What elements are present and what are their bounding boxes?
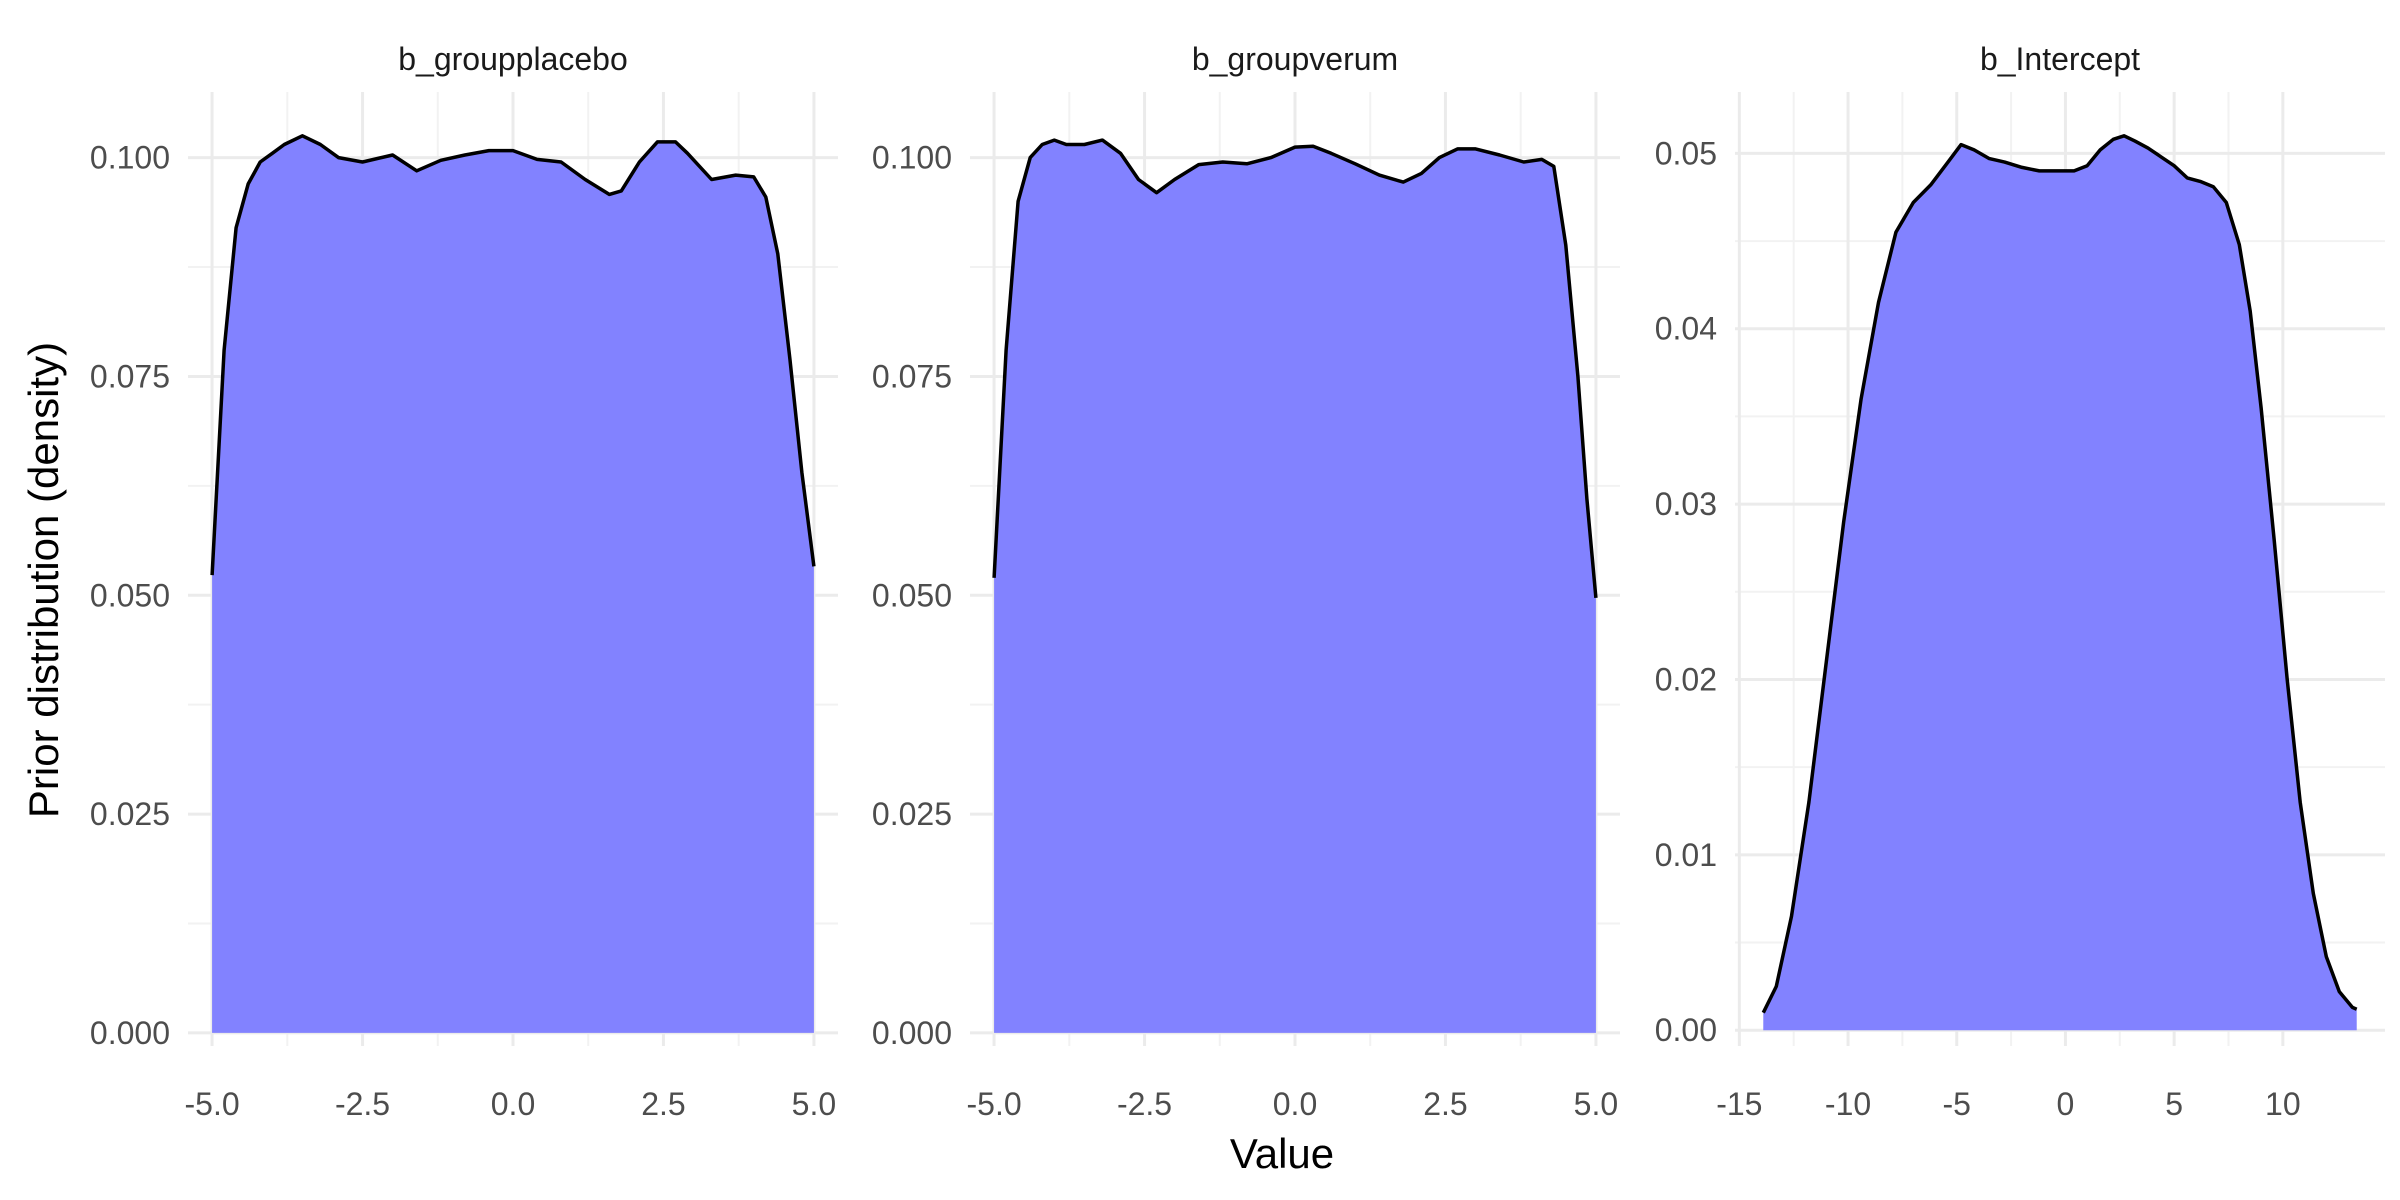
facet-title: b_groupverum [1192, 41, 1398, 77]
x-tick-label: -10 [1825, 1086, 1871, 1122]
x-tick-label: -5.0 [967, 1086, 1022, 1122]
facet-panel: b_groupverum -5.0 -2.5 0.0 2.5 5.0 0.000 0.025 0… [872, 41, 1620, 1122]
x-tick-label: -5 [1943, 1086, 1971, 1122]
y-tick-label: 0.000 [90, 1015, 170, 1051]
x-tick-label: -2.5 [335, 1086, 390, 1122]
density-line [992, 138, 1598, 599]
x-tick-label: 0.0 [1273, 1086, 1317, 1122]
x-tick-label: 5.0 [792, 1086, 836, 1122]
facet-title: b_groupplacebo [398, 41, 628, 77]
x-tick-label: 5.0 [1574, 1086, 1618, 1122]
facet-panel: b_Intercept -15 -10 -5 0 5 10 0.00 0.01 0.02 0.03 0… [1655, 41, 2385, 1122]
y-tick-label: 0.050 [90, 577, 170, 613]
x-tick-label: 0.0 [491, 1086, 535, 1122]
y-tick-label: 0.075 [90, 358, 170, 394]
x-tick-label: 0 [2057, 1086, 2075, 1122]
x-axis-title: Value [1230, 1130, 1334, 1177]
y-axis-title: Prior distribution (density) [20, 342, 67, 818]
x-tick-label: 10 [2265, 1086, 2301, 1122]
y-tick-label: 0.05 [1655, 135, 1717, 171]
x-tick-label: 2.5 [641, 1086, 685, 1122]
y-tick-label: 0.04 [1655, 311, 1717, 347]
y-tick-label: 0.03 [1655, 486, 1717, 522]
facet-panels: b_groupplacebo-5.0 -2.5 0.0 2.5 5.00.0000.02… [90, 41, 2385, 1122]
facet-panel: b_groupplacebo -5.0 -2.5 0.0 2.5 5.0 0.000 0.02… [90, 41, 838, 1122]
density-area [1763, 135, 2357, 1031]
y-tick-label: 0.050 [872, 577, 952, 613]
density-area [212, 135, 814, 1033]
density-line [1761, 134, 2358, 1014]
y-tick-label: 0.100 [90, 140, 170, 176]
density-line [210, 134, 816, 576]
x-tick-label: -15 [1716, 1086, 1762, 1122]
x-tick-label: 5 [2165, 1086, 2183, 1122]
y-tick-label: 0.100 [872, 140, 952, 176]
y-tick-label: 0.01 [1655, 837, 1717, 873]
y-tick-label: 0.025 [872, 796, 952, 832]
density-area [994, 140, 1596, 1033]
y-tick-label: 0.075 [872, 358, 952, 394]
facet-title: b_Intercept [1980, 41, 2140, 77]
y-tick-label: 0.000 [872, 1015, 952, 1051]
x-tick-label: -2.5 [1117, 1086, 1172, 1122]
x-tick-label: 2.5 [1423, 1086, 1467, 1122]
x-tick-label: -5.0 [185, 1086, 240, 1122]
y-tick-label: 0.02 [1655, 661, 1717, 697]
y-tick-label: 0.025 [90, 796, 170, 832]
y-tick-label: 0.00 [1655, 1012, 1717, 1048]
